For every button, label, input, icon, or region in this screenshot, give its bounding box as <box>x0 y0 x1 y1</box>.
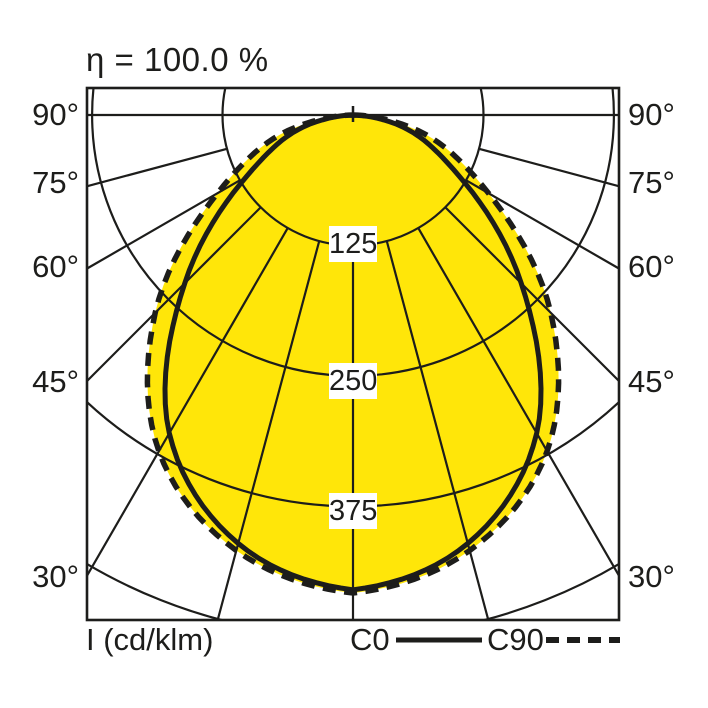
angle-label-right-45: 45° <box>628 364 675 399</box>
legend-c0-line-swatch <box>396 637 482 643</box>
legend-c90-line-swatch <box>546 637 620 643</box>
intensity-label-125: 125 <box>329 226 378 262</box>
angle-label-right-90: 90° <box>628 97 675 132</box>
efficiency-title: η = 100.0 % <box>86 41 269 78</box>
unit-label: I (cd/klm) <box>86 622 214 657</box>
intensity-label-250: 250 <box>329 363 378 399</box>
angle-label-right-75: 75° <box>628 165 675 200</box>
angle-label-right-60: 60° <box>628 249 675 284</box>
legend-c90-label: C90 <box>487 622 544 657</box>
angle-label-right-30: 30° <box>628 559 675 594</box>
legend-c0-label: C0 <box>350 622 390 657</box>
angle-label-left-75: 75° <box>32 165 79 200</box>
angle-label-left-30: 30° <box>32 559 79 594</box>
intensity-label-375: 375 <box>329 493 378 529</box>
angle-label-left-45: 45° <box>32 364 79 399</box>
angle-label-left-90: 90° <box>32 97 79 132</box>
angle-label-left-60: 60° <box>32 249 79 284</box>
